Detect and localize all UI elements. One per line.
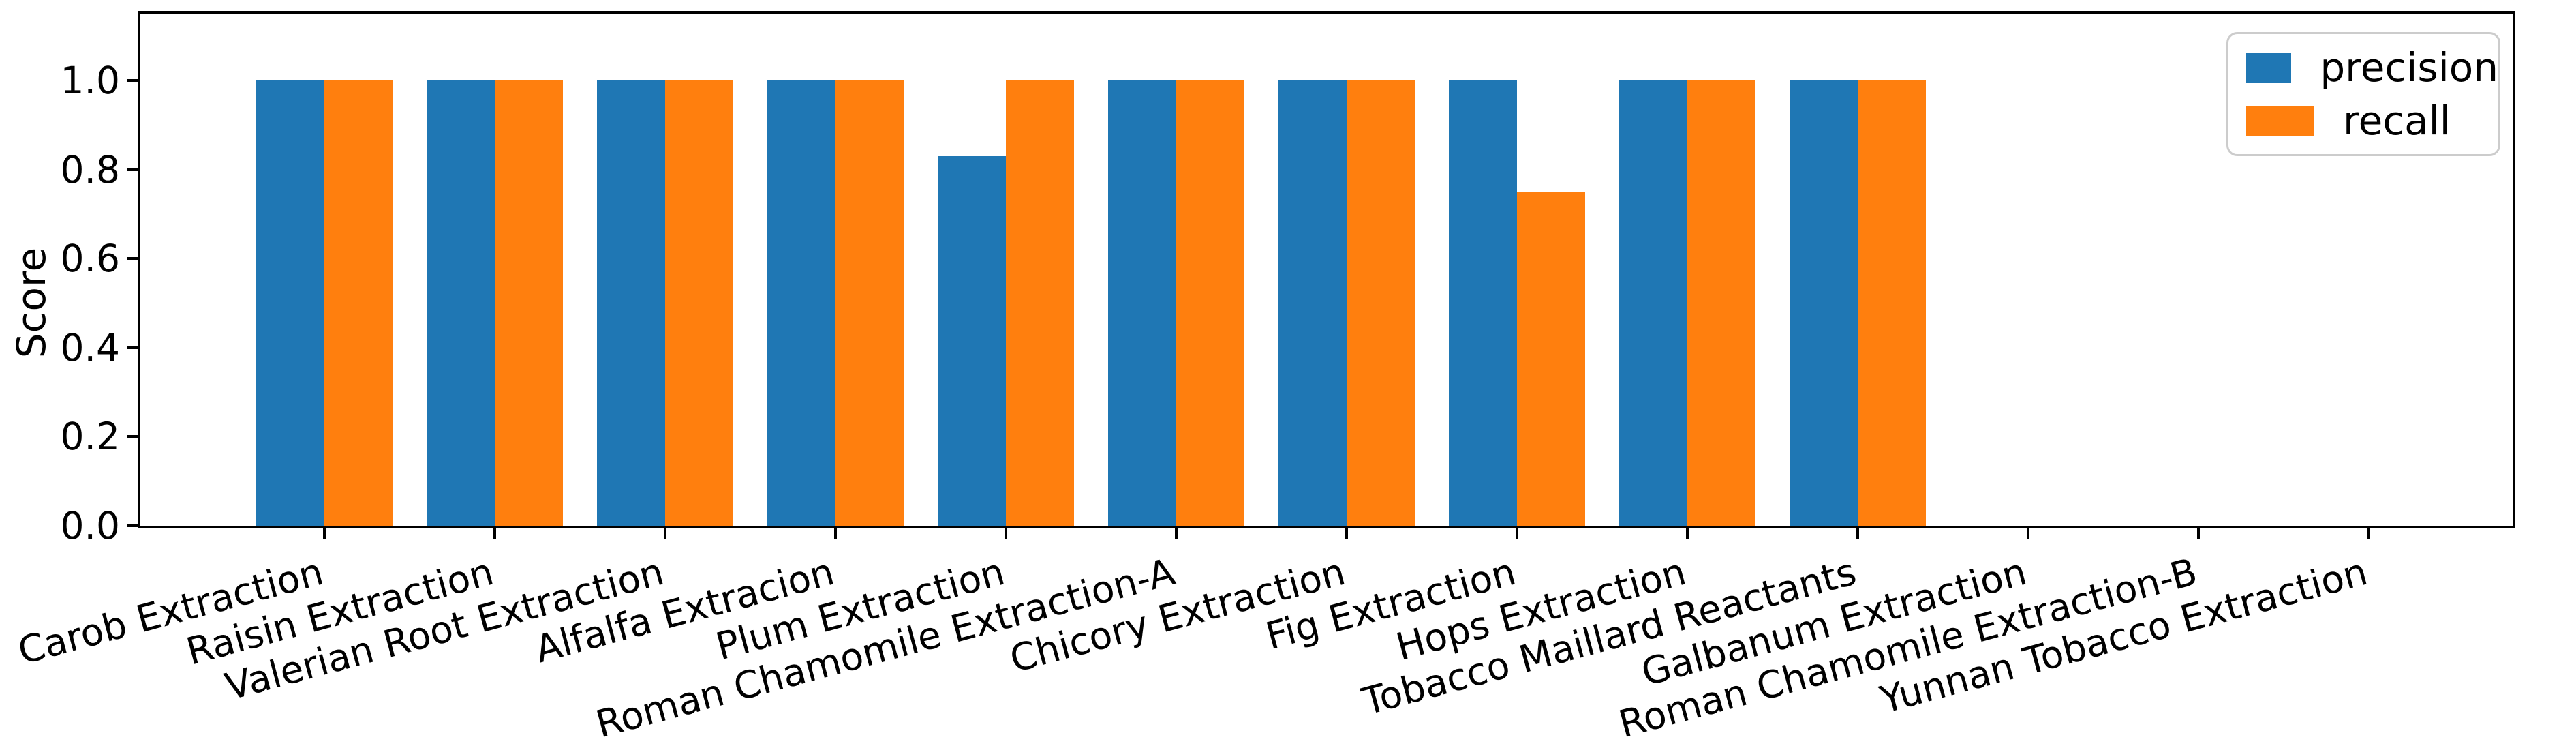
bar-recall [1517,192,1585,526]
y-tick-label: 0.2 [60,415,120,459]
bar-chart-figure: Score 0.0 0.2 0.4 0.6 0.8 1.0 Carob Extractio… [8,11,2515,746]
legend-item-recall: recall [2228,101,2498,140]
bar-precision [597,80,665,526]
bar-precision [256,80,324,526]
bar-recall [835,80,904,526]
y-tick-label: 0.6 [60,237,120,281]
x-tick-mark [1686,528,1689,539]
x-tick-mark [2197,528,2200,539]
bar-recall [1858,80,1926,526]
x-tick-mark [1345,528,1348,539]
legend-label-precision: precision [2320,44,2498,91]
x-tick-mark [2027,528,2029,539]
legend: precision recall [2226,32,2500,156]
x-tick-mark [834,528,837,539]
y-tick-mark [127,168,138,171]
bar-precision [427,80,495,526]
bar-precision [1278,80,1347,526]
x-tick-mark [1175,528,1178,539]
x-tick-mark [1856,528,1859,539]
y-tick-mark [127,524,138,527]
bar-precision [938,156,1006,526]
y-tick-label: 0.8 [60,147,120,192]
legend-swatch-precision [2246,53,2292,83]
bar-recall [665,80,733,526]
y-tick-mark [127,435,138,438]
x-tick-mark [664,528,666,539]
bar-recall [495,80,563,526]
legend-item-precision: precision [2228,48,2498,87]
x-tick-mark [323,528,326,539]
y-tick-mark [127,346,138,349]
x-tick-mark [493,528,496,539]
x-tick-mark [1005,528,1007,539]
bar-precision [767,80,835,526]
bar-recall [324,80,393,526]
bar-recall [1687,80,1755,526]
x-tick-mark [2367,528,2370,539]
bar-precision [1790,80,1858,526]
bar-precision [1108,80,1176,526]
legend-label-recall: recall [2343,98,2451,144]
legend-swatch-recall [2246,106,2314,136]
y-tick-label: 0.4 [60,325,120,370]
y-tick-mark [127,79,138,82]
x-tick-mark [1516,528,1518,539]
bar-recall [1006,80,1074,526]
bar-recall [1347,80,1415,526]
y-tick-label: 0.0 [60,504,120,548]
y-tick-label: 1.0 [60,59,120,102]
bar-recall [1176,80,1244,526]
bar-precision [1449,80,1517,526]
y-tick-mark [127,257,138,260]
bar-precision [1619,80,1687,526]
